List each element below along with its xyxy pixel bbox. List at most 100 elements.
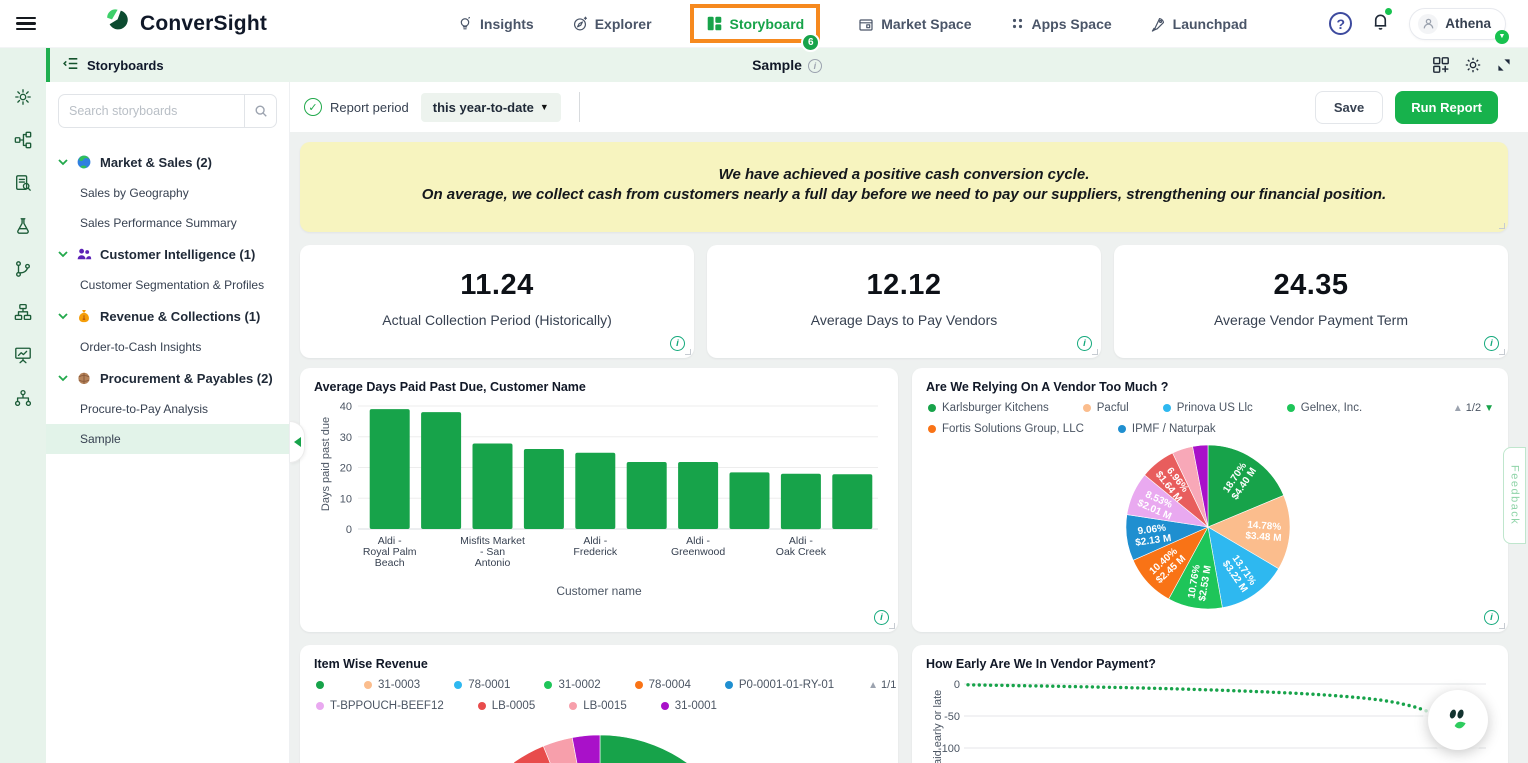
legend-item[interactable]: 78-0004 — [635, 679, 691, 691]
info-icon[interactable]: i — [1484, 610, 1499, 625]
line-point[interactable] — [978, 683, 981, 686]
legend-item[interactable] — [316, 681, 330, 689]
line-point[interactable] — [1232, 689, 1235, 692]
line-point[interactable] — [1034, 684, 1037, 687]
line-point[interactable] — [1328, 694, 1331, 697]
line-point[interactable] — [1419, 707, 1422, 710]
line-point[interactable] — [1238, 689, 1241, 692]
legend-item[interactable]: 78-0001 — [454, 679, 510, 691]
add-widget-icon[interactable] — [1432, 56, 1450, 74]
line-point[interactable] — [1193, 688, 1196, 691]
legend-item[interactable]: Prinova US Llc — [1163, 402, 1253, 414]
line-point[interactable] — [1204, 688, 1207, 691]
brand[interactable]: ConverSight — [100, 5, 267, 42]
expand-icon[interactable] — [1496, 57, 1512, 73]
line-point[interactable] — [972, 683, 975, 686]
resize-corner[interactable] — [1499, 349, 1505, 355]
nav-item-apps-space[interactable]: Apps Space — [1010, 16, 1112, 32]
line-point[interactable] — [1289, 691, 1292, 694]
legend-item[interactable]: 31-0001 — [661, 700, 717, 712]
feedback-tab[interactable]: Feedback — [1503, 447, 1526, 544]
line-point[interactable] — [1102, 686, 1105, 689]
line-point[interactable] — [1390, 700, 1393, 703]
bar[interactable] — [832, 474, 872, 529]
line-point[interactable] — [1283, 691, 1286, 694]
legend-item[interactable]: 31-0002 — [544, 679, 600, 691]
bar[interactable] — [781, 474, 821, 529]
tree-item-order-to-cash-insights[interactable]: Order-to-Cash Insights — [46, 332, 289, 362]
resize-corner[interactable] — [1499, 223, 1505, 229]
line-point[interactable] — [1215, 688, 1218, 691]
legend-item[interactable]: Pacful — [1083, 402, 1129, 414]
bar[interactable] — [473, 444, 513, 530]
line-point[interactable] — [1108, 686, 1111, 689]
line-point[interactable] — [1334, 694, 1337, 697]
tree-item-customer-segmentation-profiles[interactable]: Customer Segmentation & Profiles — [46, 270, 289, 300]
line-point[interactable] — [1396, 701, 1399, 704]
line-point[interactable] — [1142, 686, 1145, 689]
pie-slice[interactable] — [600, 735, 750, 763]
tree-item-sales-by-geography[interactable]: Sales by Geography — [46, 178, 289, 208]
page-info-icon[interactable]: i — [808, 59, 822, 73]
line-point[interactable] — [1091, 685, 1094, 688]
line-point[interactable] — [1170, 687, 1173, 690]
search-input[interactable] — [59, 104, 244, 118]
info-icon[interactable]: i — [1077, 336, 1092, 351]
legend-item[interactable]: IPMF / Naturpak — [1118, 423, 1216, 435]
resize-corner[interactable] — [1092, 349, 1098, 355]
presentation-chart-icon[interactable] — [10, 342, 36, 368]
line-point[interactable] — [1407, 704, 1410, 707]
line-point[interactable] — [1040, 684, 1043, 687]
line-point[interactable] — [1374, 698, 1377, 701]
line-point[interactable] — [1068, 685, 1071, 688]
line-point[interactable] — [1311, 693, 1314, 696]
line-point[interactable] — [1357, 696, 1360, 699]
hamburger-menu-icon[interactable] — [16, 17, 36, 31]
bar[interactable] — [421, 412, 461, 529]
line-point[interactable] — [966, 683, 969, 686]
line-point[interactable] — [1260, 690, 1263, 693]
legend-page-up-icon[interactable]: ▲ — [1453, 403, 1463, 414]
hierarchy-icon[interactable] — [10, 299, 36, 325]
line-point[interactable] — [1164, 687, 1167, 690]
line-point[interactable] — [1029, 684, 1032, 687]
line-point[interactable] — [1368, 697, 1371, 700]
line-point[interactable] — [1385, 699, 1388, 702]
line-point[interactable] — [1249, 690, 1252, 693]
line-point[interactable] — [1176, 687, 1179, 690]
legend-item[interactable]: P0-0001-01-RY-01 — [725, 679, 834, 691]
line-point[interactable] — [1136, 686, 1139, 689]
info-icon[interactable]: i — [1484, 336, 1499, 351]
legend-item[interactable]: Fortis Solutions Group, LLC — [928, 423, 1084, 435]
line-point[interactable] — [1300, 692, 1303, 695]
nav-item-explorer[interactable]: Explorer — [572, 16, 652, 32]
org-chart-icon[interactable] — [10, 385, 36, 411]
line-point[interactable] — [1125, 686, 1128, 689]
notifications-bell-icon[interactable] — [1370, 10, 1391, 37]
legend-page-down-icon[interactable]: ▼ — [1484, 403, 1494, 414]
legend-item[interactable]: LB-0015 — [569, 700, 626, 712]
nav-item-storyboard[interactable]: Storyboard6 — [690, 4, 821, 43]
info-icon[interactable]: i — [874, 610, 889, 625]
legend-item[interactable]: T-BPPOUCH-BEEF12 — [316, 700, 444, 712]
bar[interactable] — [730, 472, 770, 529]
line-point[interactable] — [1402, 703, 1405, 706]
line-point[interactable] — [1221, 689, 1224, 692]
line-point[interactable] — [1345, 695, 1348, 698]
line-point[interactable] — [1323, 693, 1326, 696]
resize-corner[interactable] — [1499, 623, 1505, 629]
legend-page-up-icon[interactable]: ▲ — [868, 680, 878, 691]
line-point[interactable] — [1012, 684, 1015, 687]
report-period-check-icon[interactable]: ✓ — [304, 98, 322, 116]
line-point[interactable] — [1340, 695, 1343, 698]
line-point[interactable] — [1113, 686, 1116, 689]
tree-group-1[interactable]: Customer Intelligence (1) — [46, 238, 289, 270]
line-point[interactable] — [1051, 685, 1054, 688]
tree-group-2[interactable]: Revenue & Collections (1) — [46, 300, 289, 332]
line-point[interactable] — [1074, 685, 1077, 688]
line-point[interactable] — [1057, 685, 1060, 688]
pie-slice[interactable] — [572, 735, 600, 763]
line-point[interactable] — [1362, 696, 1365, 699]
bar[interactable] — [370, 409, 410, 529]
flask-icon[interactable] — [10, 213, 36, 239]
